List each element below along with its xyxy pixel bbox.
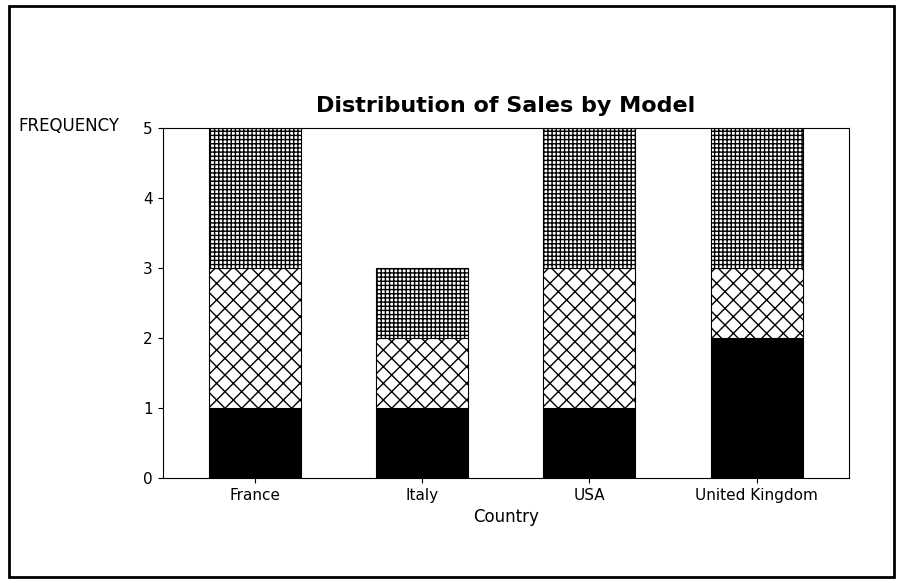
Bar bbox=[543, 128, 635, 268]
X-axis label: Country: Country bbox=[473, 508, 538, 526]
Bar bbox=[710, 128, 802, 268]
Bar bbox=[208, 268, 300, 408]
Bar bbox=[710, 268, 802, 338]
Bar bbox=[543, 408, 635, 478]
Bar bbox=[208, 408, 300, 478]
Bar bbox=[375, 268, 467, 338]
Bar bbox=[375, 338, 467, 408]
Bar bbox=[375, 408, 467, 478]
Bar bbox=[543, 268, 635, 408]
Title: Distribution of Sales by Model: Distribution of Sales by Model bbox=[316, 96, 695, 115]
Bar bbox=[208, 128, 300, 268]
Bar bbox=[710, 338, 802, 478]
Text: FREQUENCY: FREQUENCY bbox=[18, 117, 119, 135]
